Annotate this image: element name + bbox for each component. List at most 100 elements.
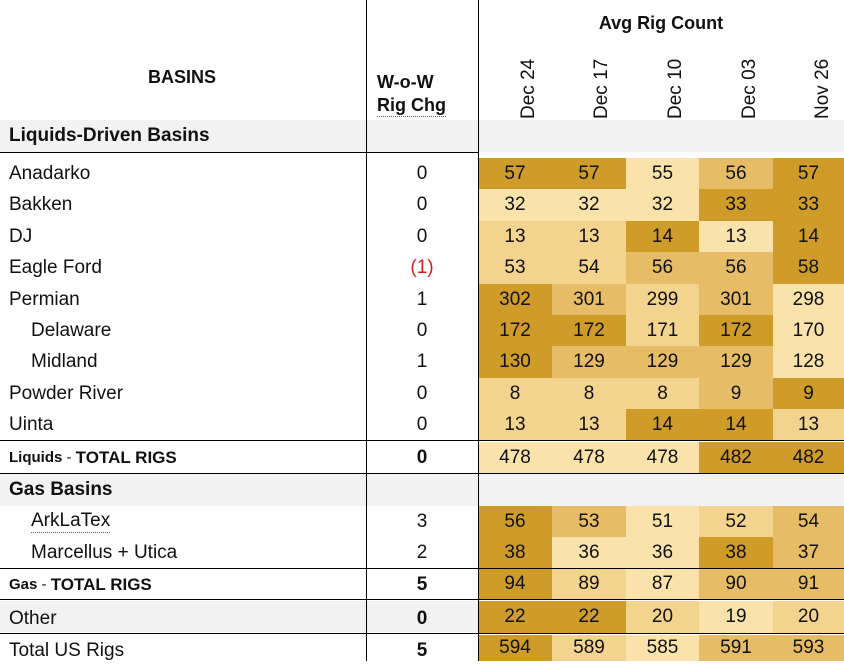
value-dj-dec17: 13: [552, 221, 626, 252]
value-dj-nov26: 14: [773, 221, 844, 252]
value-marcellus-dec17: 36: [552, 537, 626, 568]
value-midland-dec24: 130: [478, 346, 552, 378]
gas-total-suffix: TOTAL RIGS: [50, 574, 152, 594]
value-permian-dec24: 302: [478, 284, 552, 315]
basin-name-anadarko: Anadarko: [9, 162, 91, 184]
wow-liquids-total: 0: [416, 446, 428, 468]
value-powder-nov26: 9: [773, 378, 844, 409]
section-band-liquids: [0, 120, 844, 152]
value-marcellus-dec24: 38: [478, 537, 552, 568]
wow-marcellus-utica: 2: [416, 541, 428, 563]
row-divider-other-bottom: [0, 633, 844, 634]
value-liq-total-dec03: 482: [699, 442, 773, 473]
basin-name-uinta: Uinta: [9, 413, 54, 435]
wow-uinta: 0: [416, 413, 428, 435]
section-band-gas: [0, 474, 844, 506]
value-eagleford-dec17: 54: [552, 252, 626, 284]
value-anadarko-dec17: 57: [552, 158, 626, 189]
value-anadarko-dec10: 55: [626, 158, 699, 189]
value-delaware-dec17: 172: [552, 315, 626, 346]
week-header-dec03: Dec 03: [739, 58, 760, 119]
liquids-total-label: Liquids - TOTAL RIGS: [0, 442, 366, 473]
wow-dj: 0: [416, 225, 428, 247]
section-title-liquids: Liquids-Driven Basins: [9, 125, 210, 146]
basin-name-eagle-ford: Eagle Ford: [9, 256, 102, 278]
value-eagleford-dec24: 53: [478, 252, 552, 284]
wow-midland: 1: [416, 350, 428, 372]
gas-total-label: Gas - TOTAL RIGS: [0, 569, 366, 600]
avg-rig-count-header: Avg Rig Count: [598, 12, 724, 33]
value-powder-dec24: 8: [478, 378, 552, 409]
value-bakken-dec24: 32: [478, 189, 552, 221]
value-anadarko-dec03: 56: [699, 158, 773, 189]
wow-arklatex: 3: [416, 510, 428, 532]
wow-gas-total: 5: [416, 573, 428, 595]
value-dj-dec24: 13: [478, 221, 552, 252]
liquids-total-separator: -: [62, 449, 76, 466]
value-bakken-dec17: 32: [552, 189, 626, 221]
value-total-us-dec17: 589: [552, 635, 626, 661]
value-liq-total-dec17: 478: [552, 442, 626, 473]
value-bakken-dec03: 33: [699, 189, 773, 221]
value-uinta-dec10: 14: [626, 409, 699, 440]
week-header-dec17: Dec 17: [591, 58, 612, 119]
value-arklatex-dec24: 56: [478, 506, 552, 537]
value-eagleford-nov26: 58: [773, 252, 844, 284]
value-liq-total-dec24: 478: [478, 442, 552, 473]
value-permian-nov26: 298: [773, 284, 844, 315]
basin-name-powder-river: Powder River: [9, 382, 124, 404]
value-gas-total-dec24: 94: [478, 569, 552, 599]
value-other-dec03: 19: [699, 601, 773, 633]
column-divider-2: [478, 0, 479, 661]
value-arklatex-dec03: 52: [699, 506, 773, 537]
wow-header-line2: Rig Chg: [377, 94, 477, 118]
value-powder-dec03: 9: [699, 378, 773, 409]
basin-name-delaware: Delaware: [31, 319, 112, 341]
row-divider-header: [0, 152, 478, 153]
value-arklatex-dec17: 53: [552, 506, 626, 537]
value-dj-dec03: 13: [699, 221, 773, 252]
value-uinta-nov26: 13: [773, 409, 844, 440]
basin-name-total-us: Total US Rigs: [9, 640, 125, 661]
liquids-total-prefix: Liquids: [9, 449, 63, 466]
row-divider-gas-total-top: [0, 568, 844, 569]
basin-name-arklatex: ArkLaTex: [0, 506, 366, 537]
value-delaware-dec10: 171: [626, 315, 699, 346]
basin-name-permian: Permian: [9, 288, 80, 310]
wow-header-line2-text: Rig Chg: [377, 95, 446, 117]
value-powder-dec17: 8: [552, 378, 626, 409]
wow-header-line1: W-o-W: [377, 71, 434, 92]
value-total-us-dec10: 585: [626, 635, 699, 661]
value-other-dec24: 22: [478, 601, 552, 633]
section-title-gas: Gas Basins: [9, 479, 113, 500]
value-total-us-nov26: 593: [773, 635, 844, 661]
value-delaware-nov26: 170: [773, 315, 844, 346]
week-header-nov26: Nov 26: [812, 58, 833, 119]
week-header-dec10: Dec 10: [665, 58, 686, 119]
value-gas-total-dec10: 87: [626, 569, 699, 599]
liquids-total-suffix: TOTAL RIGS: [75, 447, 177, 467]
wow-eagle-ford: (1): [410, 256, 434, 278]
wow-powder-river: 0: [416, 382, 428, 404]
wow-delaware: 0: [416, 319, 428, 341]
value-anadarko-nov26: 57: [773, 158, 844, 189]
wow-permian: 1: [416, 288, 428, 310]
value-arklatex-dec10: 51: [626, 506, 699, 537]
value-permian-dec10: 299: [626, 284, 699, 315]
basin-name-other: Other: [9, 607, 57, 629]
week-header-dec24: Dec 24: [518, 58, 539, 119]
value-midland-nov26: 128: [773, 346, 844, 378]
basin-name-dj: DJ: [9, 225, 33, 247]
row-divider-liquids-total-top: [0, 440, 844, 441]
row-divider-liquids-total-bottom: [0, 473, 844, 474]
value-eagleford-dec10: 56: [626, 252, 699, 284]
gas-total-prefix: Gas: [9, 576, 38, 593]
value-powder-dec10: 8: [626, 378, 699, 409]
value-other-dec17: 22: [552, 601, 626, 633]
value-anadarko-dec24: 57: [478, 158, 552, 189]
basin-name-bakken: Bakken: [9, 193, 73, 215]
wow-anadarko: 0: [416, 162, 428, 184]
value-marcellus-nov26: 37: [773, 537, 844, 568]
value-delaware-dec03: 172: [699, 315, 773, 346]
basin-name-arklatex-text: ArkLaTex: [31, 510, 111, 533]
